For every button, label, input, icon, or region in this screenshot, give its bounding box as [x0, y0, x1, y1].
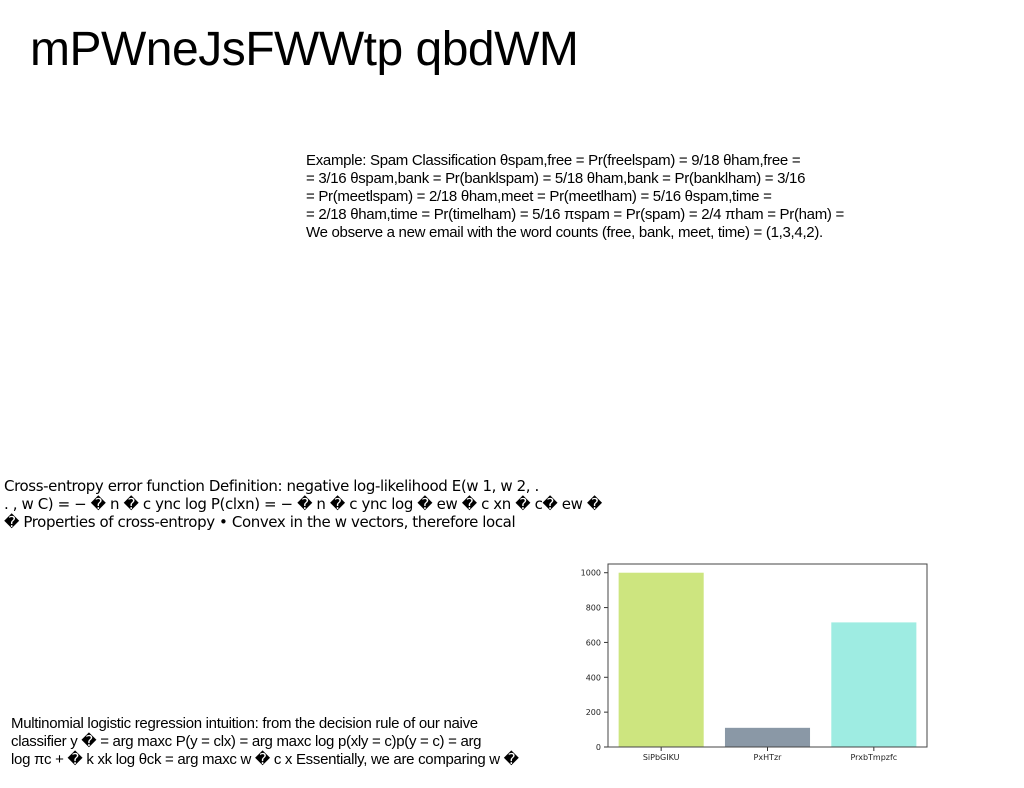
y-tick-label: 400: [586, 673, 601, 682]
bar: [831, 622, 917, 747]
text-line: = 2/18 θham,time = Pr(timelham) = 5/16 π…: [306, 206, 844, 223]
y-tick-label: 200: [586, 708, 601, 717]
text-line: log πc + � k xk log θck = arg maxc w � c…: [11, 751, 519, 768]
text-line: = 3/16 θspam,bank = Pr(banklspam) = 5/18…: [306, 170, 806, 187]
text-line: Example: Spam Classification θspam,free …: [306, 152, 801, 169]
spam-example-text: Example: Spam Classification θspam,free …: [306, 152, 844, 242]
bar-chart: 0 200 400 600 800 1000 SiPbGIKU PxHTzr PrxbTmpzf…: [570, 556, 940, 771]
y-tick-label: 0: [596, 743, 601, 752]
bar: [724, 727, 811, 747]
multinomial-text: Multinomial logistic regression intuitio…: [11, 715, 519, 769]
x-tick-label: PrxbTmpzfc: [850, 753, 897, 762]
x-tick-label: PxHTzr: [754, 753, 783, 762]
x-tick-label: SiPbGIKU: [643, 753, 680, 762]
y-tick-label: 800: [586, 604, 601, 613]
page-title: mPWneJsFWWtp qbdWM: [30, 23, 579, 76]
cross-entropy-text: Cross-entropy error function Definition:…: [4, 477, 602, 531]
y-tick-label: 1000: [581, 569, 601, 578]
plot-frame: [607, 563, 928, 748]
bar-chart-svg: 0 200 400 600 800 1000 SiPbGIKU PxHTzr PrxbTmpzf…: [581, 563, 928, 762]
y-tick-label: 600: [586, 638, 601, 647]
bar: [618, 572, 704, 747]
text-line: = Pr(meetlspam) = 2/18 θham,meet = Pr(me…: [306, 188, 772, 205]
text-line: . , w C) = − � n � c ync log P(clxn) = −…: [4, 495, 602, 513]
text-line: Multinomial logistic regression intuitio…: [11, 715, 478, 732]
text-line: We observe a new email with the word cou…: [306, 224, 823, 241]
text-line: � Properties of cross-entropy • Convex i…: [4, 513, 516, 531]
text-line: Cross-entropy error function Definition:…: [4, 477, 539, 495]
text-line: classifier y � = arg maxc P(y = clx) = a…: [11, 733, 482, 750]
